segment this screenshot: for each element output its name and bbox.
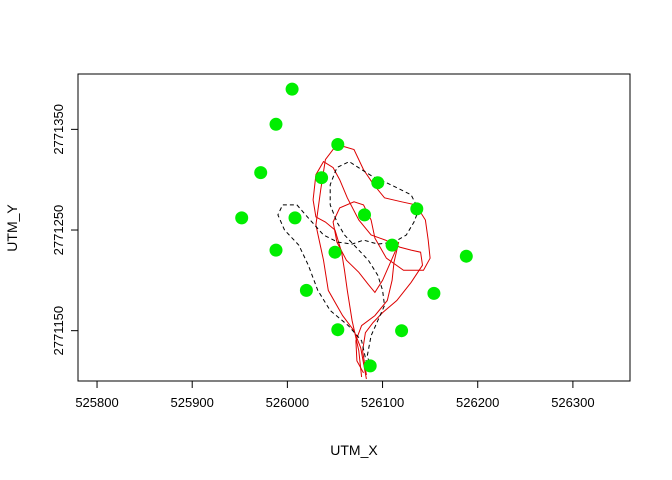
green-point [269, 117, 283, 131]
green-point [235, 211, 249, 225]
green-point [315, 171, 329, 185]
green-point [363, 359, 377, 373]
green-point [395, 324, 409, 338]
x-tick-label: 526200 [456, 395, 499, 410]
x-axis-label: UTM_X [330, 442, 378, 458]
green-point [285, 82, 299, 96]
green-point [331, 323, 345, 337]
y-axis: 2771150 2771250 2771350 [51, 104, 79, 356]
green-point [269, 243, 283, 257]
y-axis-label: UTM_Y [4, 204, 20, 252]
x-tick-label: 526300 [551, 395, 594, 410]
y-tick-label: 2771250 [51, 205, 66, 256]
green-point [288, 211, 302, 225]
x-tick-label: 525800 [75, 395, 118, 410]
y-tick-label: 2771350 [51, 104, 66, 155]
green-point [410, 202, 424, 216]
green-point [459, 249, 473, 263]
green-point [358, 208, 371, 222]
x-tick-label: 525900 [171, 395, 214, 410]
green-point [299, 283, 313, 297]
x-tick-label: 526100 [361, 395, 404, 410]
red-track-line [312, 160, 424, 378]
green-point [427, 286, 441, 300]
red-track-line [315, 143, 431, 380]
green-point [254, 166, 268, 180]
x-axis: 525800 525900 526000 526100 526200 526300 [75, 380, 595, 410]
green-point [328, 245, 342, 259]
green-point [371, 176, 385, 190]
points-layer [235, 82, 473, 373]
x-tick-label: 526000 [266, 395, 309, 410]
y-tick-label: 2771150 [51, 306, 66, 356]
green-point [331, 138, 345, 151]
green-point [385, 238, 399, 252]
